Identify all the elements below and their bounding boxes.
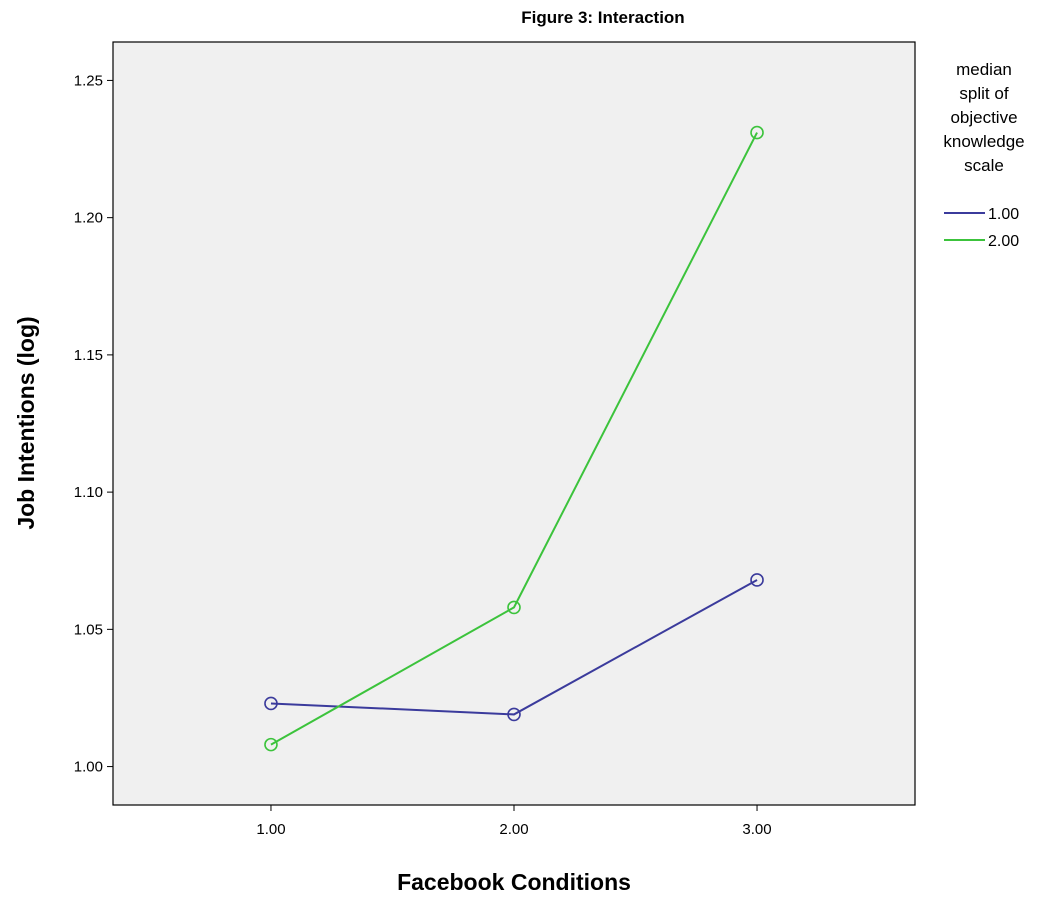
legend-label: 2.00 bbox=[988, 233, 1019, 250]
y-tick-label: 1.15 bbox=[74, 347, 103, 364]
legend-item: 1.00 bbox=[944, 206, 1019, 223]
x-tick-label: 2.00 bbox=[499, 821, 528, 838]
plot-area bbox=[112, 41, 916, 806]
data-point bbox=[264, 696, 278, 711]
chart-title: Figure 3: Interaction bbox=[521, 8, 684, 27]
legend-item: 2.00 bbox=[944, 233, 1019, 250]
data-point bbox=[507, 600, 521, 615]
series-group bbox=[264, 125, 764, 752]
legend-title-line: split of bbox=[959, 84, 1008, 103]
data-point bbox=[750, 573, 764, 587]
y-axis-title: Job Intentions (log) bbox=[13, 316, 39, 529]
data-point bbox=[750, 125, 764, 140]
x-axis-title: Facebook Conditions bbox=[397, 869, 631, 895]
series-line-2.00 bbox=[270, 132, 758, 746]
data-point bbox=[264, 737, 278, 752]
y-axis: 1.00 1.05 1.10 1.15 1.20 1.25 bbox=[74, 72, 113, 776]
y-tick-label: 1.00 bbox=[74, 759, 103, 776]
legend: median split of objective knowledge scale 1.… bbox=[943, 60, 1024, 250]
x-tick-label: 3.00 bbox=[742, 821, 771, 838]
legend-title-line: objective bbox=[950, 108, 1017, 127]
data-point bbox=[507, 707, 521, 722]
legend-title-line: knowledge bbox=[943, 132, 1024, 151]
legend-title-line: scale bbox=[964, 156, 1004, 175]
y-tick-label: 1.10 bbox=[74, 484, 103, 501]
legend-title: median split of objective knowledge scale bbox=[943, 60, 1024, 175]
legend-title-line: median bbox=[956, 60, 1012, 79]
legend-label: 1.00 bbox=[988, 206, 1019, 223]
y-tick-label: 1.05 bbox=[74, 621, 103, 638]
x-tick-label: 1.00 bbox=[256, 821, 285, 838]
y-tick-label: 1.25 bbox=[74, 72, 103, 89]
y-tick-label: 1.20 bbox=[74, 210, 103, 227]
x-axis: 1.00 2.00 3.00 bbox=[256, 805, 772, 838]
series-line-1.00 bbox=[270, 579, 758, 716]
